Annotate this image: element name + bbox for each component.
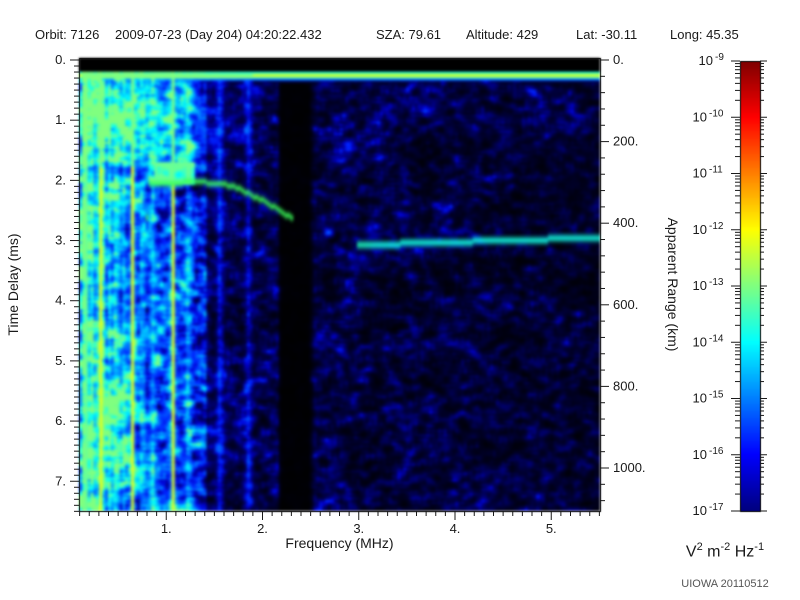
svg-text:0.: 0. [55, 52, 66, 67]
svg-text:10: 10 [693, 166, 707, 181]
svg-text:4.: 4. [55, 293, 66, 308]
svg-text:10: 10 [693, 109, 707, 124]
svg-text:7.: 7. [55, 473, 66, 488]
svg-text:5.: 5. [55, 353, 66, 368]
svg-text:1000.: 1000. [613, 460, 646, 475]
svg-text:1.: 1. [55, 112, 66, 127]
svg-text:Time Delay (ms): Time Delay (ms) [5, 233, 21, 335]
svg-text:800.: 800. [613, 378, 638, 393]
svg-text:10: 10 [693, 503, 707, 518]
svg-text:10: 10 [693, 278, 707, 293]
svg-text:10: 10 [693, 391, 707, 406]
svg-text:-13: -13 [709, 277, 724, 288]
svg-text:10: 10 [693, 334, 707, 349]
svg-text:-16: -16 [709, 446, 724, 457]
svg-text:10: 10 [693, 447, 707, 462]
svg-text:-10: -10 [709, 108, 724, 119]
svg-text:6.: 6. [55, 413, 66, 428]
svg-text:-9: -9 [715, 52, 724, 63]
svg-text:4.: 4. [450, 521, 461, 536]
svg-text:400.: 400. [613, 215, 638, 230]
svg-text:10: 10 [693, 222, 707, 237]
svg-text:10: 10 [699, 53, 713, 68]
svg-text:-11: -11 [709, 165, 723, 176]
svg-text:-15: -15 [709, 390, 724, 401]
svg-text:2.: 2. [257, 521, 268, 536]
svg-text:Apparent Range (km): Apparent Range (km) [665, 218, 681, 352]
svg-text:-12: -12 [709, 221, 724, 232]
svg-text:Frequency (MHz): Frequency (MHz) [285, 535, 393, 551]
svg-text:3.: 3. [55, 233, 66, 248]
svg-text:3.: 3. [353, 521, 364, 536]
svg-text:2.: 2. [55, 172, 66, 187]
svg-text:5.: 5. [546, 521, 557, 536]
svg-text:-14: -14 [709, 333, 724, 344]
svg-text:600.: 600. [613, 297, 638, 312]
svg-text:-17: -17 [709, 502, 724, 513]
svg-text:200.: 200. [613, 134, 638, 149]
svg-text:1.: 1. [161, 521, 172, 536]
svg-text:0.: 0. [613, 52, 624, 67]
